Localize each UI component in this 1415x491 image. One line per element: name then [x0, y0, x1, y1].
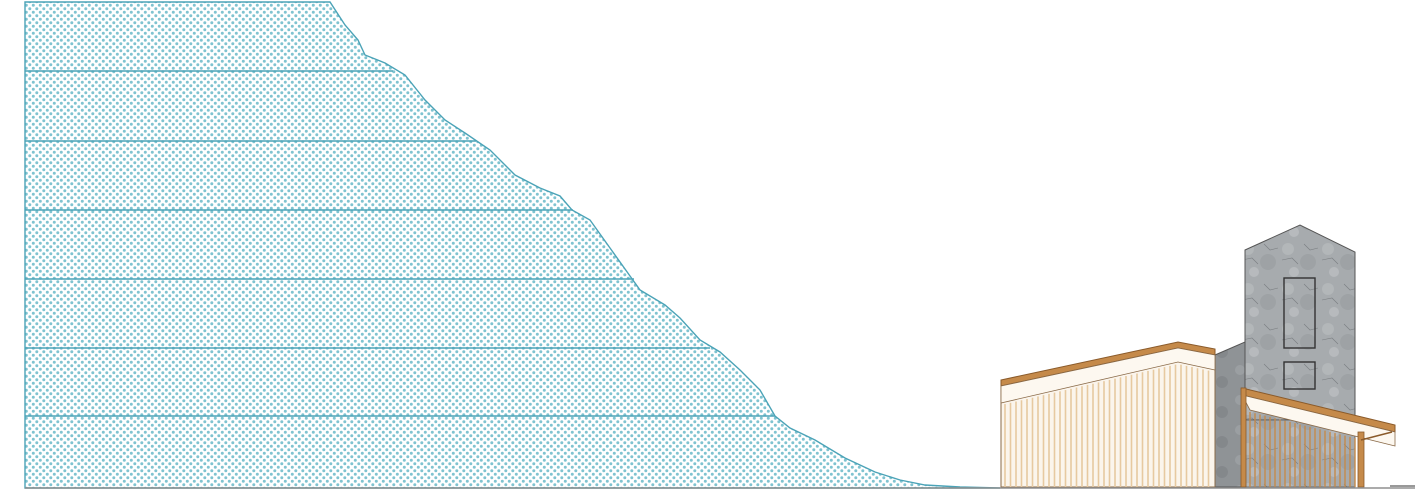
- tower-window-upper: [1283, 277, 1316, 349]
- ground-line: [25, 485, 1415, 489]
- timber-canopy: [1240, 387, 1396, 488]
- stone-tower: [1244, 224, 1356, 421]
- pavilion-fascia: [1000, 347, 1216, 404]
- contour-lines: [25, 70, 775, 417]
- wall-body: [1214, 341, 1246, 488]
- canopy-fascia: [1241, 394, 1396, 447]
- terrain-slope: [24, 1, 1001, 489]
- stone-wall: [1214, 341, 1246, 488]
- canopy-post-right: [1357, 431, 1365, 488]
- tower-window-lower: [1283, 361, 1316, 390]
- pavilion-slats: [1004, 364, 1210, 487]
- tower-body: [1244, 224, 1356, 421]
- terrain-fill: [24, 1, 1001, 489]
- canopy-post-left: [1240, 387, 1247, 488]
- timber-pavilion: [1000, 341, 1216, 488]
- canopy-slats: [1249, 412, 1356, 487]
- canopy-brace: [1360, 431, 1393, 441]
